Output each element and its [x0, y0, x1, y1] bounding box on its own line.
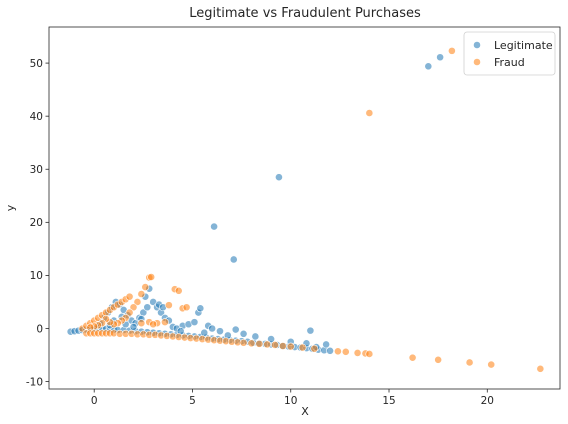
data-point: [129, 322, 138, 331]
data-point: [125, 292, 134, 301]
x-axis-label: X: [301, 405, 309, 418]
data-point: [182, 303, 191, 312]
data-point: [286, 342, 295, 351]
x-tick-label: 0: [91, 395, 98, 407]
data-point: [210, 222, 218, 231]
legend-box: [463, 31, 556, 76]
x-tick-label: 5: [189, 395, 196, 407]
data-point: [263, 340, 272, 349]
data-point: [353, 349, 362, 357]
y-tick-label: 10: [30, 270, 43, 282]
y-tick-label: 50: [30, 58, 43, 70]
legend: Legitimate Fraud: [463, 31, 556, 76]
data-point: [278, 342, 287, 350]
data-point: [298, 343, 307, 352]
data-point: [251, 332, 260, 341]
data-point: [239, 338, 248, 347]
data-point: [190, 318, 199, 327]
legend-marker-legitimate: [473, 41, 481, 49]
data-point: [434, 355, 443, 364]
y-tick-label: 40: [30, 111, 43, 123]
data-point: [137, 319, 146, 328]
data-point: [196, 304, 205, 313]
chart-title: Legitimate vs Fraudulent Purchases: [189, 6, 421, 21]
data-point: [143, 303, 152, 312]
series-fraud: [78, 46, 545, 373]
data-point: [267, 335, 275, 344]
y-tick-label: 0: [36, 323, 43, 335]
data-point: [536, 364, 545, 373]
data-point: [275, 173, 283, 182]
data-point: [326, 346, 334, 355]
data-point: [147, 273, 156, 281]
data-point: [487, 360, 496, 369]
data-point: [174, 286, 183, 295]
data-point: [365, 109, 374, 117]
y-axis-label: y: [4, 204, 17, 211]
y-tick-label: -10: [26, 376, 43, 388]
x-tick-label: 15: [382, 395, 395, 407]
y-tick-label: 20: [30, 217, 43, 229]
data-point: [255, 339, 264, 348]
data-point: [231, 325, 240, 334]
data-point: [341, 347, 350, 356]
data-point: [365, 350, 374, 358]
data-point: [133, 298, 142, 306]
data-point: [164, 301, 173, 310]
data-point: [306, 326, 315, 335]
y-axis: -10 0 10 20 30 40 50: [26, 58, 49, 388]
legend-label-legitimate: Legitimate: [494, 39, 553, 52]
x-axis: 0 5 10 15 20: [91, 389, 494, 407]
points-layer: [66, 46, 545, 373]
data-point: [125, 308, 134, 317]
legend-marker-fraud: [473, 58, 481, 66]
y-tick-label: 30: [30, 164, 43, 176]
data-point: [239, 329, 248, 338]
data-point: [408, 353, 417, 362]
data-point: [141, 283, 150, 291]
data-point: [334, 347, 342, 356]
data-point: [436, 53, 445, 62]
data-point: [137, 290, 146, 298]
data-point: [424, 62, 433, 71]
legend-label-fraud: Fraud: [494, 56, 525, 69]
data-point: [229, 255, 238, 264]
data-point: [247, 339, 256, 348]
x-tick-label: 20: [481, 395, 494, 407]
data-point: [208, 324, 217, 333]
data-point: [129, 303, 138, 312]
data-point: [149, 320, 158, 329]
data-point: [310, 344, 319, 353]
data-point: [322, 340, 331, 349]
data-point: [161, 318, 169, 327]
data-point: [465, 358, 474, 367]
data-point: [448, 46, 456, 55]
data-point: [216, 327, 224, 336]
data-point: [271, 341, 279, 349]
x-tick-label: 10: [284, 395, 297, 407]
